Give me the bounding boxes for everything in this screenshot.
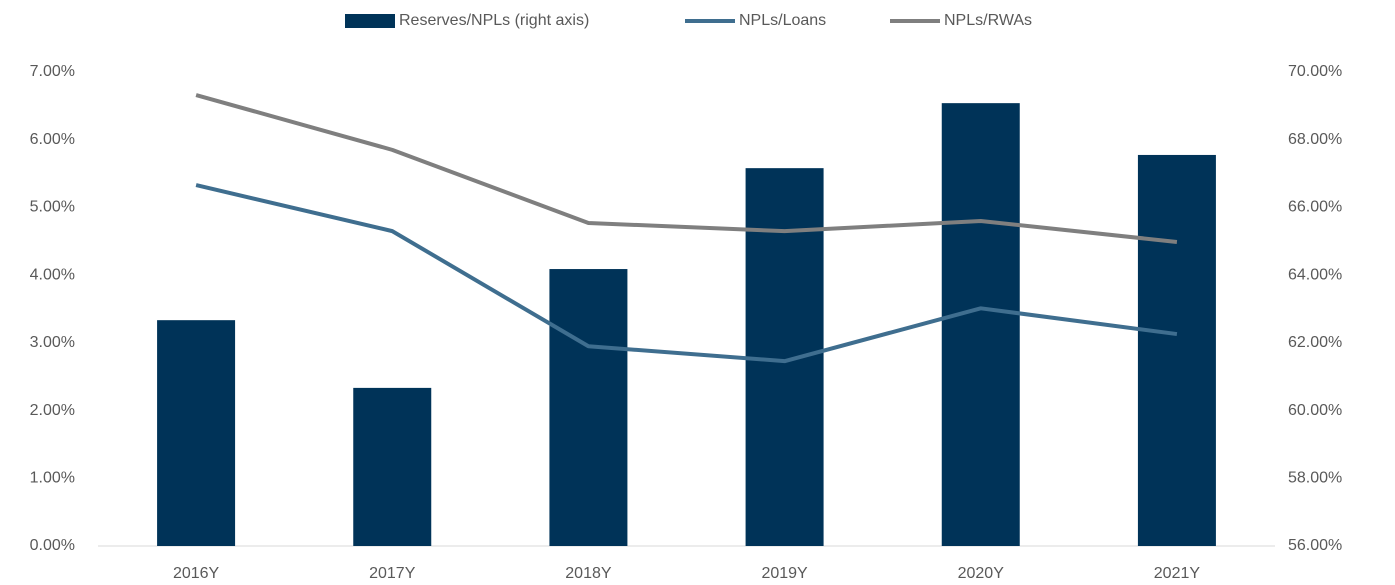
y-tick-label: 5.00% <box>30 199 75 216</box>
y-tick-label: 4.00% <box>30 266 75 283</box>
legend-label: Reserves/NPLs (right axis) <box>399 12 589 29</box>
y-tick-label: 1.00% <box>30 470 75 487</box>
bar <box>1137 154 1216 546</box>
y2-tick-label: 68.00% <box>1288 131 1342 148</box>
legend-label: NPLs/RWAs <box>944 12 1032 29</box>
x-tick-label: 2016Y <box>173 565 220 582</box>
x-tick-label: 2020Y <box>958 565 1005 582</box>
line <box>195 183 1178 364</box>
x-tick-label: 2017Y <box>369 565 416 582</box>
y2-tick-label: 56.00% <box>1288 537 1342 554</box>
line <box>195 93 1178 244</box>
x-tick-label: 2021Y <box>1154 565 1201 582</box>
y-tick-label: 3.00% <box>30 334 75 351</box>
y2-tick-label: 62.00% <box>1288 334 1342 351</box>
y-tick-label: 6.00% <box>30 131 75 148</box>
x-tick-label: 2018Y <box>565 565 612 582</box>
x-tick-label: 2019Y <box>761 565 808 582</box>
bar <box>157 320 236 546</box>
y2-tick-label: 64.00% <box>1288 266 1342 283</box>
bar <box>941 103 1020 547</box>
bar <box>549 269 628 546</box>
y-tick-label: 7.00% <box>30 63 75 80</box>
y2-tick-label: 58.00% <box>1288 470 1342 487</box>
y2-tick-label: 66.00% <box>1288 199 1342 216</box>
bar <box>353 387 432 546</box>
y2-tick-label: 60.00% <box>1288 402 1342 419</box>
y-tick-label: 0.00% <box>30 537 75 554</box>
y2-tick-label: 70.00% <box>1288 63 1342 80</box>
y-tick-label: 2.00% <box>30 402 75 419</box>
legend-swatch <box>345 14 395 28</box>
legend-label: NPLs/Loans <box>739 12 826 29</box>
